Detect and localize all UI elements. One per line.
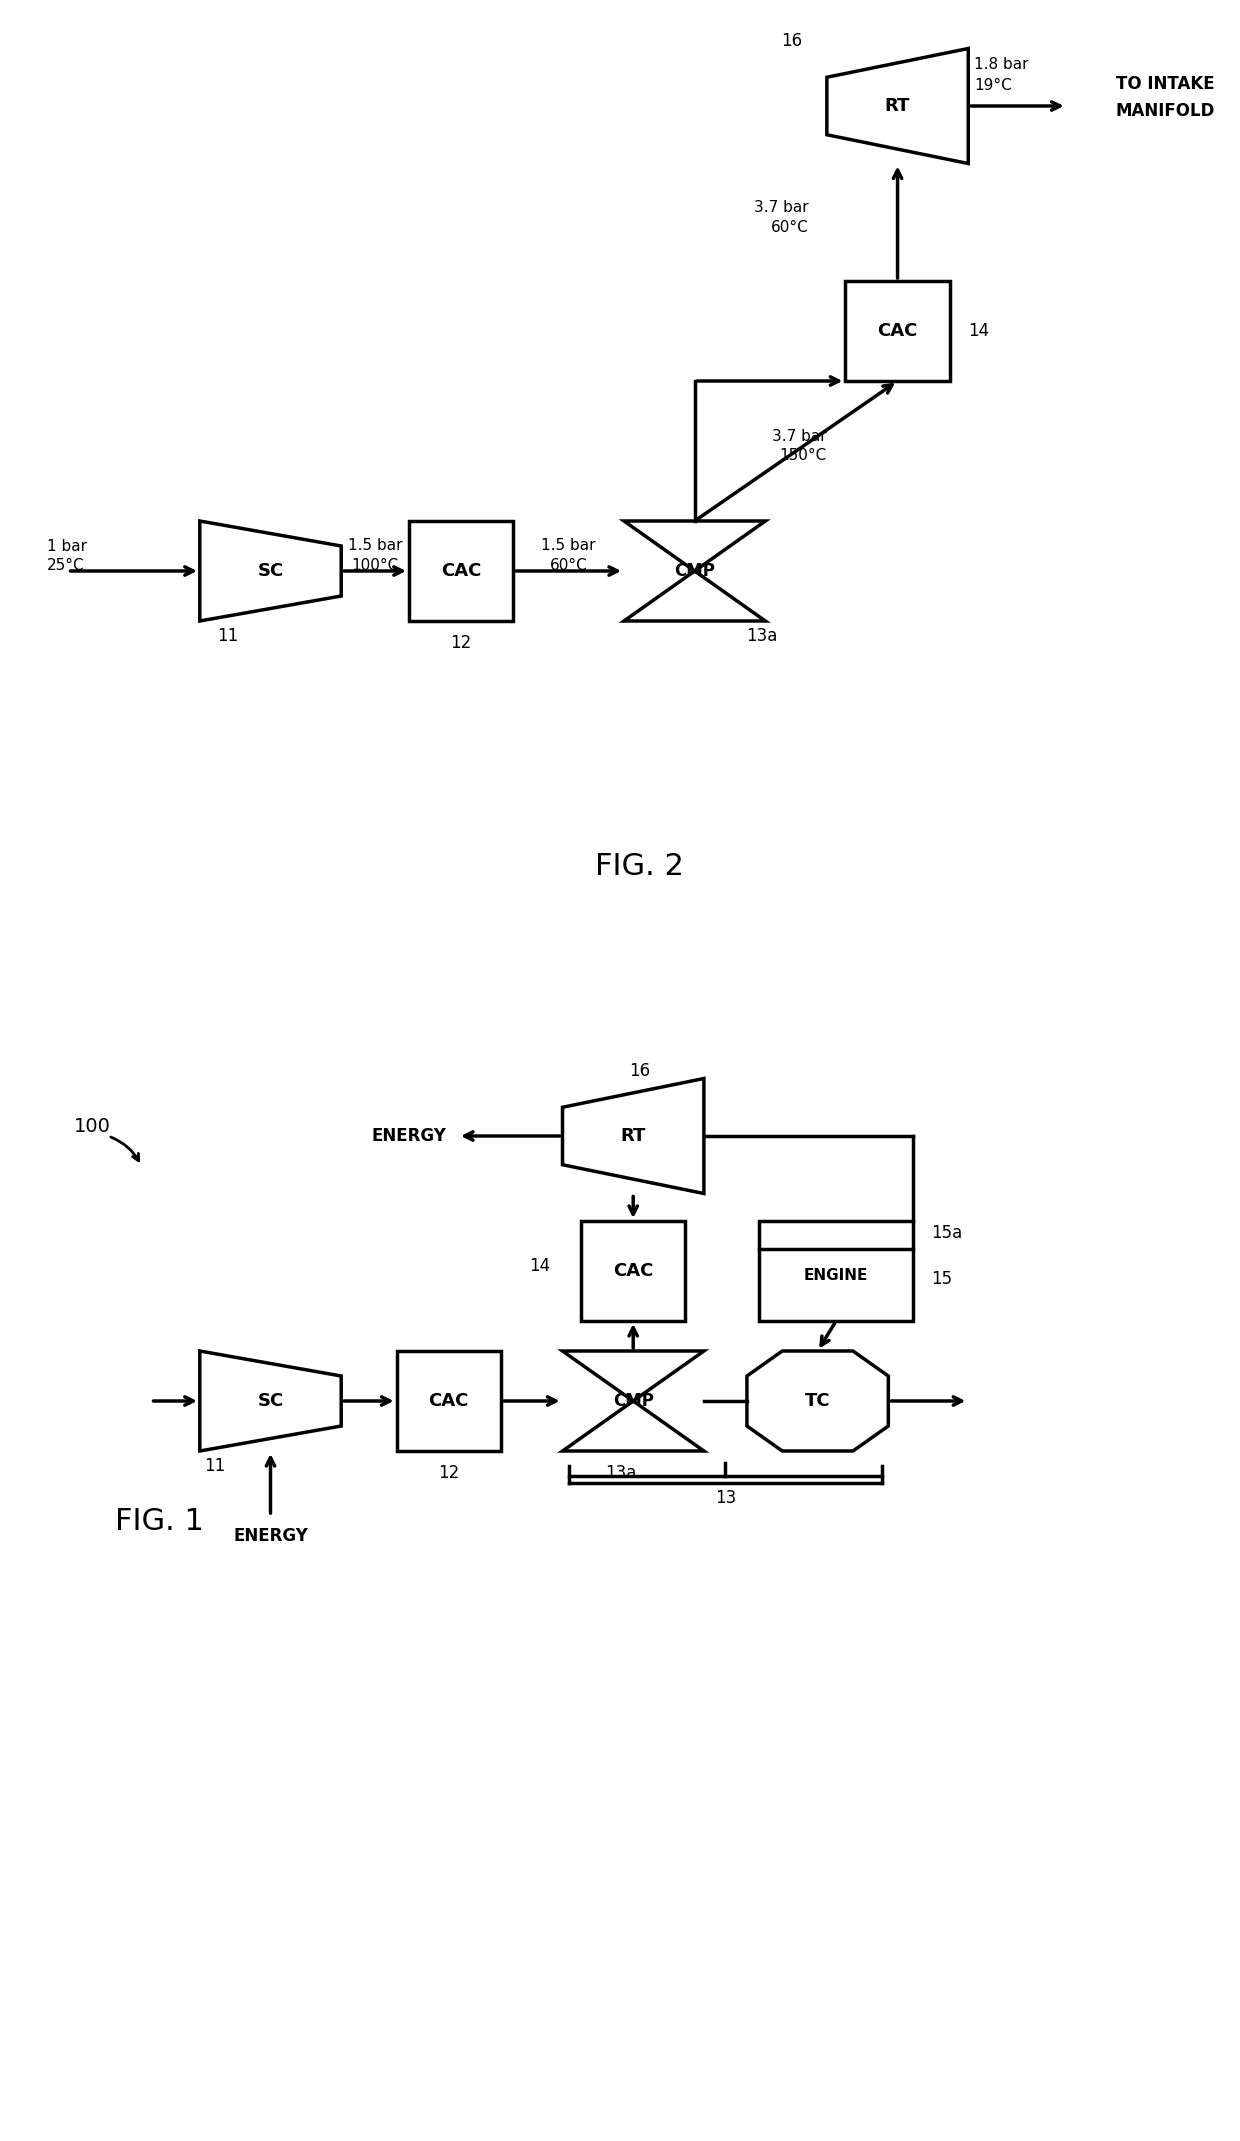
Text: 12: 12 (438, 1464, 459, 1482)
Bar (409, 520, 513, 621)
Text: 150°C: 150°C (780, 447, 827, 462)
Bar (582, 1220, 686, 1321)
Text: 60°C: 60°C (770, 221, 808, 236)
Text: 12: 12 (450, 634, 471, 653)
Text: FIG. 2: FIG. 2 (595, 852, 683, 880)
Text: CAC: CAC (878, 321, 918, 340)
Text: 15a: 15a (931, 1225, 962, 1242)
Text: CMP: CMP (675, 561, 715, 580)
Text: 11: 11 (205, 1458, 226, 1475)
Text: 13: 13 (714, 1488, 737, 1507)
Text: 3.7 bar: 3.7 bar (773, 428, 827, 443)
Text: TC: TC (805, 1392, 831, 1411)
Text: 16: 16 (629, 1062, 650, 1079)
Text: CAC: CAC (613, 1261, 653, 1280)
Bar (759, 1220, 913, 1321)
Text: FIG. 1: FIG. 1 (115, 1507, 205, 1535)
Text: 1.5 bar: 1.5 bar (542, 537, 596, 552)
Text: 60°C: 60°C (549, 557, 588, 572)
Text: 100°C: 100°C (351, 557, 398, 572)
Text: ENERGY: ENERGY (233, 1527, 308, 1546)
Text: 3.7 bar: 3.7 bar (754, 199, 808, 214)
Text: 14: 14 (968, 321, 990, 340)
Text: 14: 14 (529, 1257, 551, 1276)
Text: 11: 11 (217, 627, 238, 644)
Text: 13a: 13a (605, 1464, 636, 1482)
Bar (397, 1351, 501, 1452)
Text: SC: SC (258, 561, 284, 580)
Text: SC: SC (258, 1392, 284, 1411)
Text: TO INTAKE: TO INTAKE (1116, 75, 1214, 92)
Text: 1 bar: 1 bar (47, 540, 87, 555)
Text: CAC: CAC (429, 1392, 469, 1411)
Text: 1.5 bar: 1.5 bar (347, 537, 402, 552)
Text: 100: 100 (73, 1115, 110, 1135)
Text: 19°C: 19°C (975, 77, 1012, 92)
Text: RT: RT (620, 1126, 646, 1145)
Text: CMP: CMP (613, 1392, 653, 1411)
Text: 13a: 13a (746, 627, 777, 644)
Text: CAC: CAC (441, 561, 481, 580)
Text: ENGINE: ENGINE (804, 1267, 868, 1282)
Text: MANIFOLD: MANIFOLD (1116, 103, 1215, 120)
Bar (846, 280, 950, 381)
Text: 15: 15 (931, 1270, 952, 1289)
Text: ENERGY: ENERGY (371, 1126, 446, 1145)
Text: 1.8 bar: 1.8 bar (975, 56, 1029, 71)
Text: 25°C: 25°C (47, 557, 84, 572)
Text: 16: 16 (781, 32, 802, 49)
Text: RT: RT (885, 96, 910, 116)
